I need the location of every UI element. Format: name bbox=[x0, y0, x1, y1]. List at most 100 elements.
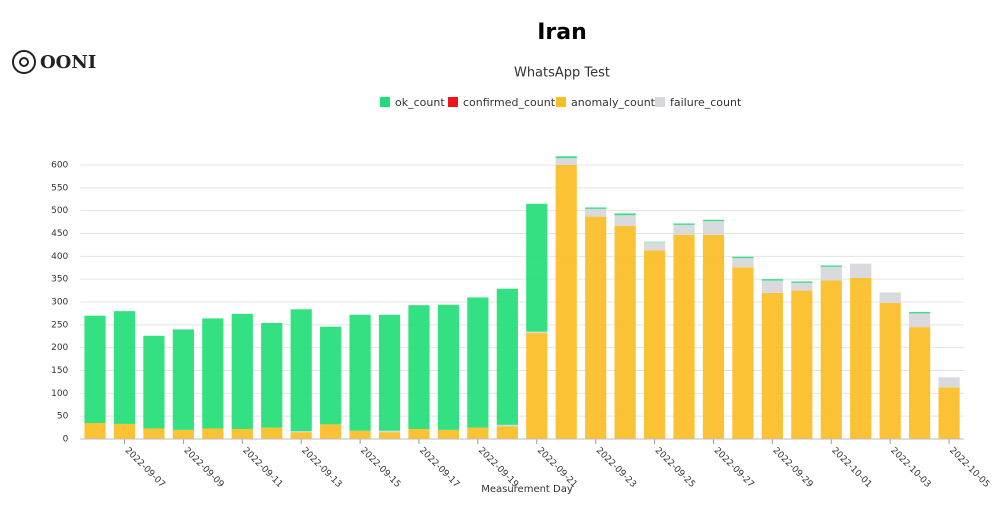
y-tick-label: 100 bbox=[51, 389, 68, 399]
bar-segment bbox=[909, 327, 930, 439]
x-tick-label: 2022-10-03 bbox=[888, 446, 932, 490]
bar-segment bbox=[438, 430, 459, 439]
bar-segment bbox=[732, 258, 753, 267]
bar-segment bbox=[291, 431, 312, 432]
bar-segment bbox=[762, 281, 783, 293]
bar-segment bbox=[526, 333, 547, 439]
x-tick-label: 2022-09-09 bbox=[181, 446, 225, 490]
chart-subtitle: WhatsApp Test bbox=[514, 66, 610, 81]
bar-segment bbox=[467, 428, 488, 439]
bar-segment bbox=[232, 429, 253, 439]
bar-segment bbox=[703, 235, 724, 439]
bar-segment bbox=[880, 303, 901, 439]
bar-segment bbox=[261, 323, 282, 428]
bar-segment bbox=[261, 428, 282, 439]
bar-segment bbox=[762, 293, 783, 439]
bar-segment bbox=[615, 215, 636, 226]
bar-segment bbox=[173, 430, 194, 439]
bar-segment bbox=[349, 431, 370, 439]
bar-segment bbox=[938, 387, 959, 439]
x-tick-label: 2022-09-17 bbox=[417, 446, 461, 490]
y-tick-label: 550 bbox=[51, 183, 68, 193]
y-tick-label: 600 bbox=[51, 161, 68, 171]
bar-segment bbox=[850, 264, 871, 278]
bar-segment bbox=[114, 311, 135, 424]
bar-segment bbox=[556, 158, 577, 165]
bar-segment bbox=[938, 377, 959, 387]
bar-segment bbox=[732, 257, 753, 258]
y-tick-label: 500 bbox=[51, 206, 68, 216]
bar-segment bbox=[232, 314, 253, 429]
y-tick-label: 0 bbox=[63, 435, 69, 445]
bar-segment bbox=[202, 318, 223, 428]
x-tick-label: 2022-09-07 bbox=[123, 446, 167, 490]
bar-segment bbox=[615, 226, 636, 439]
bar-segment bbox=[821, 267, 842, 281]
legend-label: ok_count bbox=[395, 96, 445, 109]
bar-segment bbox=[585, 209, 606, 217]
bar-segment bbox=[880, 292, 901, 303]
bar-segment bbox=[497, 289, 518, 425]
bar-segment bbox=[379, 432, 400, 439]
x-tick-label: 2022-10-01 bbox=[829, 446, 873, 490]
bar-segment bbox=[143, 336, 164, 429]
logo-text: OONI bbox=[40, 52, 96, 73]
bar-segment bbox=[791, 291, 812, 439]
bar-segment bbox=[673, 235, 694, 439]
bar-segment bbox=[909, 313, 930, 327]
legend-swatch bbox=[380, 97, 390, 107]
bar-segment bbox=[703, 221, 724, 235]
x-tick-label: 2022-09-25 bbox=[653, 446, 697, 490]
bar-segment bbox=[379, 431, 400, 432]
logo-icon-inner bbox=[20, 58, 28, 66]
x-tick-label: 2022-09-15 bbox=[358, 446, 402, 490]
y-tick-label: 400 bbox=[51, 252, 68, 262]
logo-icon bbox=[13, 51, 35, 73]
logo: OONI bbox=[13, 51, 96, 73]
bar-segment bbox=[497, 425, 518, 426]
bar-segment bbox=[585, 217, 606, 439]
x-tick-label: 2022-09-23 bbox=[594, 446, 638, 490]
bar-segment bbox=[703, 220, 724, 221]
bar-segment bbox=[291, 309, 312, 431]
x-tick-label: 2022-10-05 bbox=[947, 446, 991, 490]
y-tick-label: 450 bbox=[51, 229, 68, 239]
y-tick-label: 250 bbox=[51, 320, 68, 330]
bar-segment bbox=[791, 281, 812, 282]
x-tick-label: 2022-09-29 bbox=[770, 446, 814, 490]
bar-segment bbox=[379, 315, 400, 431]
bar-segment bbox=[762, 279, 783, 280]
bar-segment bbox=[526, 332, 547, 333]
x-tick-label: 2022-09-27 bbox=[712, 446, 756, 490]
bar-segment bbox=[821, 265, 842, 266]
bar-segment bbox=[497, 426, 518, 439]
bar-segment bbox=[84, 423, 105, 439]
bar-segment bbox=[467, 297, 488, 427]
bar-segment bbox=[114, 424, 135, 439]
bar-segment bbox=[408, 429, 429, 439]
bar-segment bbox=[673, 225, 694, 235]
bar-segment bbox=[173, 329, 194, 429]
y-tick-label: 350 bbox=[51, 275, 68, 285]
x-axis-label: Measurement Day bbox=[481, 484, 573, 495]
y-tick-label: 150 bbox=[51, 366, 68, 376]
bar-segment bbox=[644, 250, 665, 439]
x-tick-label: 2022-09-13 bbox=[299, 446, 343, 490]
bar-segment bbox=[526, 204, 547, 332]
legend-swatch bbox=[448, 97, 458, 107]
bar-segment bbox=[732, 267, 753, 439]
bar-segment bbox=[320, 327, 341, 425]
bar-segment bbox=[320, 424, 341, 439]
bar-segment bbox=[202, 428, 223, 439]
bar-segment bbox=[438, 305, 459, 430]
bar-segment bbox=[909, 312, 930, 313]
bar-segment bbox=[143, 428, 164, 439]
legend-label: confirmed_count bbox=[463, 96, 556, 109]
bar-segment bbox=[791, 283, 812, 291]
y-tick-label: 50 bbox=[57, 412, 69, 422]
bar-segment bbox=[84, 316, 105, 423]
chart-title: Iran bbox=[537, 20, 587, 45]
bar-segment bbox=[850, 278, 871, 439]
